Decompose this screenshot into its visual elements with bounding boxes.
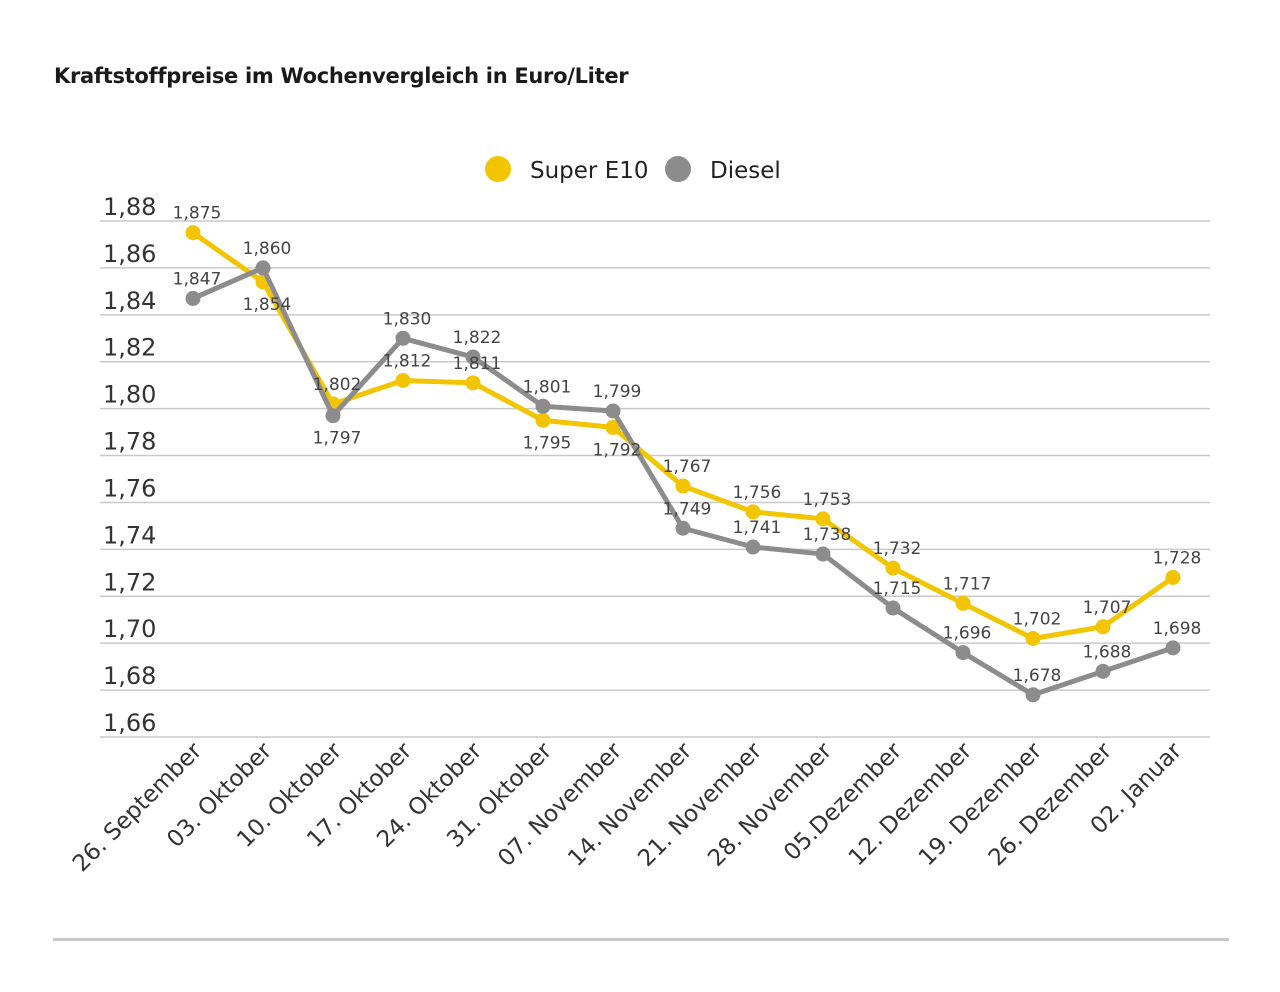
x-tick-label: 12. Dezember <box>844 737 978 871</box>
data-point <box>255 260 271 276</box>
y-tick-label: 1,86 <box>103 240 156 268</box>
data-point <box>395 372 411 388</box>
data-point <box>465 349 481 365</box>
x-tick-label: 28. November <box>703 737 837 871</box>
series-diesel <box>185 260 1181 703</box>
y-tick-label: 1,68 <box>103 662 156 690</box>
data-label: 1,728 <box>1153 549 1202 569</box>
data-point <box>605 419 621 435</box>
data-label: 1,847 <box>173 269 222 289</box>
x-tick-label: 14. November <box>563 737 697 871</box>
data-label: 1,756 <box>733 483 782 503</box>
legend-label: Super E10 <box>530 158 649 184</box>
legend-label: Diesel <box>710 158 781 184</box>
y-tick-label: 1,72 <box>103 568 156 596</box>
data-label: 1,741 <box>733 518 782 538</box>
data-point <box>185 290 201 306</box>
data-point <box>815 511 831 527</box>
data-label: 1,802 <box>313 375 362 395</box>
x-tick-label: 19. Dezember <box>914 737 1048 871</box>
data-point <box>1025 687 1041 703</box>
data-point <box>675 520 691 536</box>
data-label: 1,738 <box>803 525 852 545</box>
data-label: 1,822 <box>453 328 502 348</box>
legend-marker <box>665 156 691 182</box>
data-point <box>745 504 761 520</box>
chart-title: Kraftstoffpreise im Wochenvergleich in E… <box>54 64 629 88</box>
data-point <box>955 645 971 661</box>
data-point <box>885 600 901 616</box>
data-label: 1,715 <box>873 579 922 599</box>
data-label: 1,732 <box>873 539 922 559</box>
data-point <box>1095 663 1111 679</box>
data-label: 1,688 <box>1083 642 1132 662</box>
legend: Super E10 Diesel <box>485 156 781 184</box>
data-point <box>955 595 971 611</box>
data-label: 1,753 <box>803 490 852 510</box>
data-label: 1,678 <box>1013 666 1062 686</box>
y-axis-labels: 1,88 1,86 1,84 1,82 1,80 1,78 1,76 1,74 1,72 1,70… <box>103 193 156 737</box>
data-label: 1,797 <box>313 429 362 449</box>
x-tick-label: 05.Dezember <box>779 737 908 866</box>
data-label: 1,801 <box>523 377 572 397</box>
y-tick-label: 1,76 <box>103 474 156 502</box>
y-tick-label: 1,74 <box>103 521 156 549</box>
data-point <box>815 546 831 562</box>
data-label: 1,811 <box>453 354 502 374</box>
data-label: 1,830 <box>383 309 432 329</box>
data-point <box>465 375 481 391</box>
data-label: 1,698 <box>1153 619 1202 639</box>
x-tick-label: 26. Dezember <box>984 737 1118 871</box>
data-label: 1,702 <box>1013 609 1062 629</box>
data-label: 1,717 <box>943 574 992 594</box>
data-label: 1,707 <box>1083 598 1132 618</box>
y-tick-label: 1,84 <box>103 287 156 315</box>
data-label: 1,875 <box>173 204 222 224</box>
data-label: 1,696 <box>943 624 992 644</box>
data-label: 1,812 <box>383 351 432 371</box>
x-tick-label: 21. November <box>633 737 767 871</box>
data-label: 1,749 <box>663 499 712 519</box>
data-point <box>185 225 201 241</box>
data-label: 1,792 <box>593 440 642 460</box>
y-tick-label: 1,78 <box>103 428 156 456</box>
data-point <box>1165 570 1181 586</box>
bottom-divider <box>53 938 1229 941</box>
legend-marker <box>485 156 511 182</box>
data-point <box>535 412 551 428</box>
data-point <box>675 478 691 494</box>
data-point <box>745 539 761 555</box>
data-label: 1,795 <box>523 433 572 453</box>
data-point <box>325 408 341 424</box>
data-point <box>1165 640 1181 656</box>
y-tick-label: 1,80 <box>103 381 156 409</box>
series-super-e10 <box>185 225 1181 646</box>
data-label: 1,767 <box>663 457 712 477</box>
x-tick-label: 07. November <box>493 737 627 871</box>
data-point <box>535 398 551 414</box>
data-point <box>395 330 411 346</box>
data-label: 1,854 <box>243 295 292 315</box>
data-labels: 1,875 1,854 1,802 1,812 1,811 1,795 1,792 1,767… <box>173 204 1202 686</box>
data-label: 1,799 <box>593 382 642 402</box>
data-point <box>885 560 901 576</box>
y-tick-label: 1,82 <box>103 334 156 362</box>
x-tick-label: 26. September <box>68 737 208 877</box>
data-label: 1,860 <box>243 239 292 259</box>
y-tick-label: 1,66 <box>103 709 156 737</box>
y-tick-label: 1,88 <box>103 193 156 221</box>
data-point <box>1095 619 1111 635</box>
y-tick-label: 1,70 <box>103 615 156 643</box>
data-point <box>1025 630 1041 646</box>
data-point <box>605 403 621 419</box>
